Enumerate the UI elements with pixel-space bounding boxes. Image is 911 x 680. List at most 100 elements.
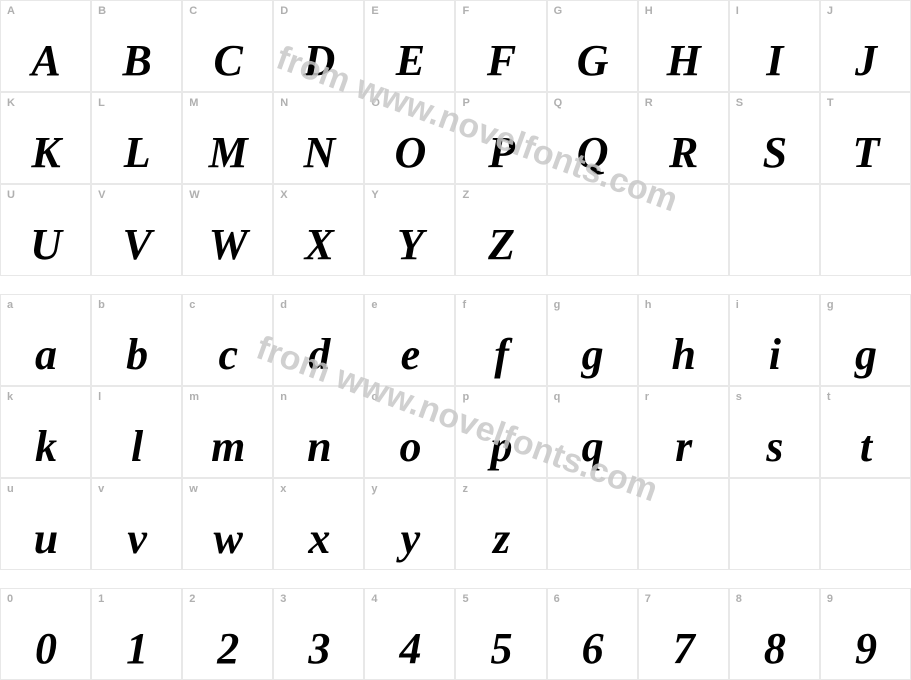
cell-label: I	[736, 5, 739, 17]
glyph-cell: ll	[91, 386, 182, 478]
glyph-cell	[729, 478, 820, 570]
cell-label: s	[736, 391, 742, 403]
glyph: 4	[399, 627, 420, 671]
glyph: 1	[126, 627, 147, 671]
cell-label: u	[7, 483, 14, 495]
cell-label: h	[645, 299, 652, 311]
cell-label: 4	[371, 593, 377, 605]
glyph-cell: uu	[0, 478, 91, 570]
cell-label: F	[462, 5, 469, 17]
cell-label: o	[371, 391, 378, 403]
glyph: p	[491, 425, 512, 469]
cell-label: g	[827, 299, 834, 311]
cell-label: 6	[554, 593, 560, 605]
glyph-cell: 33	[273, 588, 364, 680]
cell-label: f	[462, 299, 466, 311]
cell-label: a	[7, 299, 13, 311]
cell-label: V	[98, 189, 105, 201]
glyph: n	[307, 425, 330, 469]
cell-label: K	[7, 97, 15, 109]
glyph: J	[855, 39, 876, 83]
glyph: T	[852, 131, 878, 175]
glyph: u	[34, 517, 57, 561]
glyph-cell: FF	[455, 0, 546, 92]
cell-label: Y	[371, 189, 378, 201]
glyph-cell: qq	[547, 386, 638, 478]
glyph: 6	[582, 627, 603, 671]
cell-label: l	[98, 391, 101, 403]
glyph-cell: oo	[364, 386, 455, 478]
glyph: V	[122, 223, 150, 267]
cell-label: T	[827, 97, 834, 109]
glyph-cell: dd	[273, 294, 364, 386]
glyph-cell: GG	[547, 0, 638, 92]
glyph: 5	[491, 627, 512, 671]
font-character-map: AABBCCDDEEFFGGHHIIJJKKLLMMNNOOPPQQRRSSTT…	[0, 0, 911, 680]
cell-label: n	[280, 391, 287, 403]
glyph: 0	[35, 627, 56, 671]
cell-label: O	[371, 97, 380, 109]
cell-label: N	[280, 97, 288, 109]
glyph-cell: bb	[91, 294, 182, 386]
glyph-cell: AA	[0, 0, 91, 92]
glyph-cell: DD	[273, 0, 364, 92]
glyph-cell: 99	[820, 588, 911, 680]
glyph: G	[577, 39, 608, 83]
glyph-row: kkllmmnnooppqqrrsstt	[0, 386, 911, 478]
glyph: 9	[855, 627, 876, 671]
glyph-cell	[638, 184, 729, 276]
glyph-row: UUVVWWXXYYZZ	[0, 184, 911, 276]
cell-label: P	[462, 97, 469, 109]
cell-label: Z	[462, 189, 469, 201]
glyph: 8	[764, 627, 785, 671]
glyph: Z	[488, 223, 514, 267]
cell-label: 7	[645, 593, 651, 605]
glyph: 3	[308, 627, 329, 671]
cell-label: A	[7, 5, 15, 17]
glyph: 7	[673, 627, 694, 671]
cell-label: m	[189, 391, 199, 403]
glyph-row: KKLLMMNNOOPPQQRRSSTT	[0, 92, 911, 184]
cell-label: z	[462, 483, 468, 495]
glyph-cell: VV	[91, 184, 182, 276]
glyph-cell: 00	[0, 588, 91, 680]
glyph: Q	[577, 131, 608, 175]
glyph-cell	[638, 478, 729, 570]
glyph: x	[308, 517, 329, 561]
cell-label: t	[827, 391, 831, 403]
glyph-cell	[547, 184, 638, 276]
glyph: m	[211, 425, 244, 469]
glyph: I	[766, 39, 782, 83]
glyph-cell: JJ	[820, 0, 911, 92]
glyph-cell: TT	[820, 92, 911, 184]
cell-label: H	[645, 5, 653, 17]
glyph: a	[35, 333, 56, 377]
cell-label: 9	[827, 593, 833, 605]
glyph: f	[494, 333, 508, 377]
glyph: h	[671, 333, 694, 377]
cell-label: L	[98, 97, 105, 109]
glyph-cell: PP	[455, 92, 546, 184]
glyph: k	[35, 425, 56, 469]
cell-label: E	[371, 5, 378, 17]
cell-label: x	[280, 483, 286, 495]
glyph-cell: XX	[273, 184, 364, 276]
cell-label: S	[736, 97, 743, 109]
cell-label: C	[189, 5, 197, 17]
cell-label: y	[371, 483, 377, 495]
glyph-cell	[820, 478, 911, 570]
glyph-cell: ff	[455, 294, 546, 386]
glyph-cell: BB	[91, 0, 182, 92]
glyph-cell: HH	[638, 0, 729, 92]
glyph: K	[31, 131, 59, 175]
glyph-cell: 66	[547, 588, 638, 680]
glyph-row: AABBCCDDEEFFGGHHIIJJ	[0, 0, 911, 92]
glyph-cell: II	[729, 0, 820, 92]
glyph: g	[582, 333, 603, 377]
glyph: R	[669, 131, 697, 175]
cell-label: b	[98, 299, 105, 311]
glyph: X	[305, 223, 333, 267]
glyph: W	[209, 223, 247, 267]
glyph-cell: QQ	[547, 92, 638, 184]
cell-label: J	[827, 5, 833, 17]
